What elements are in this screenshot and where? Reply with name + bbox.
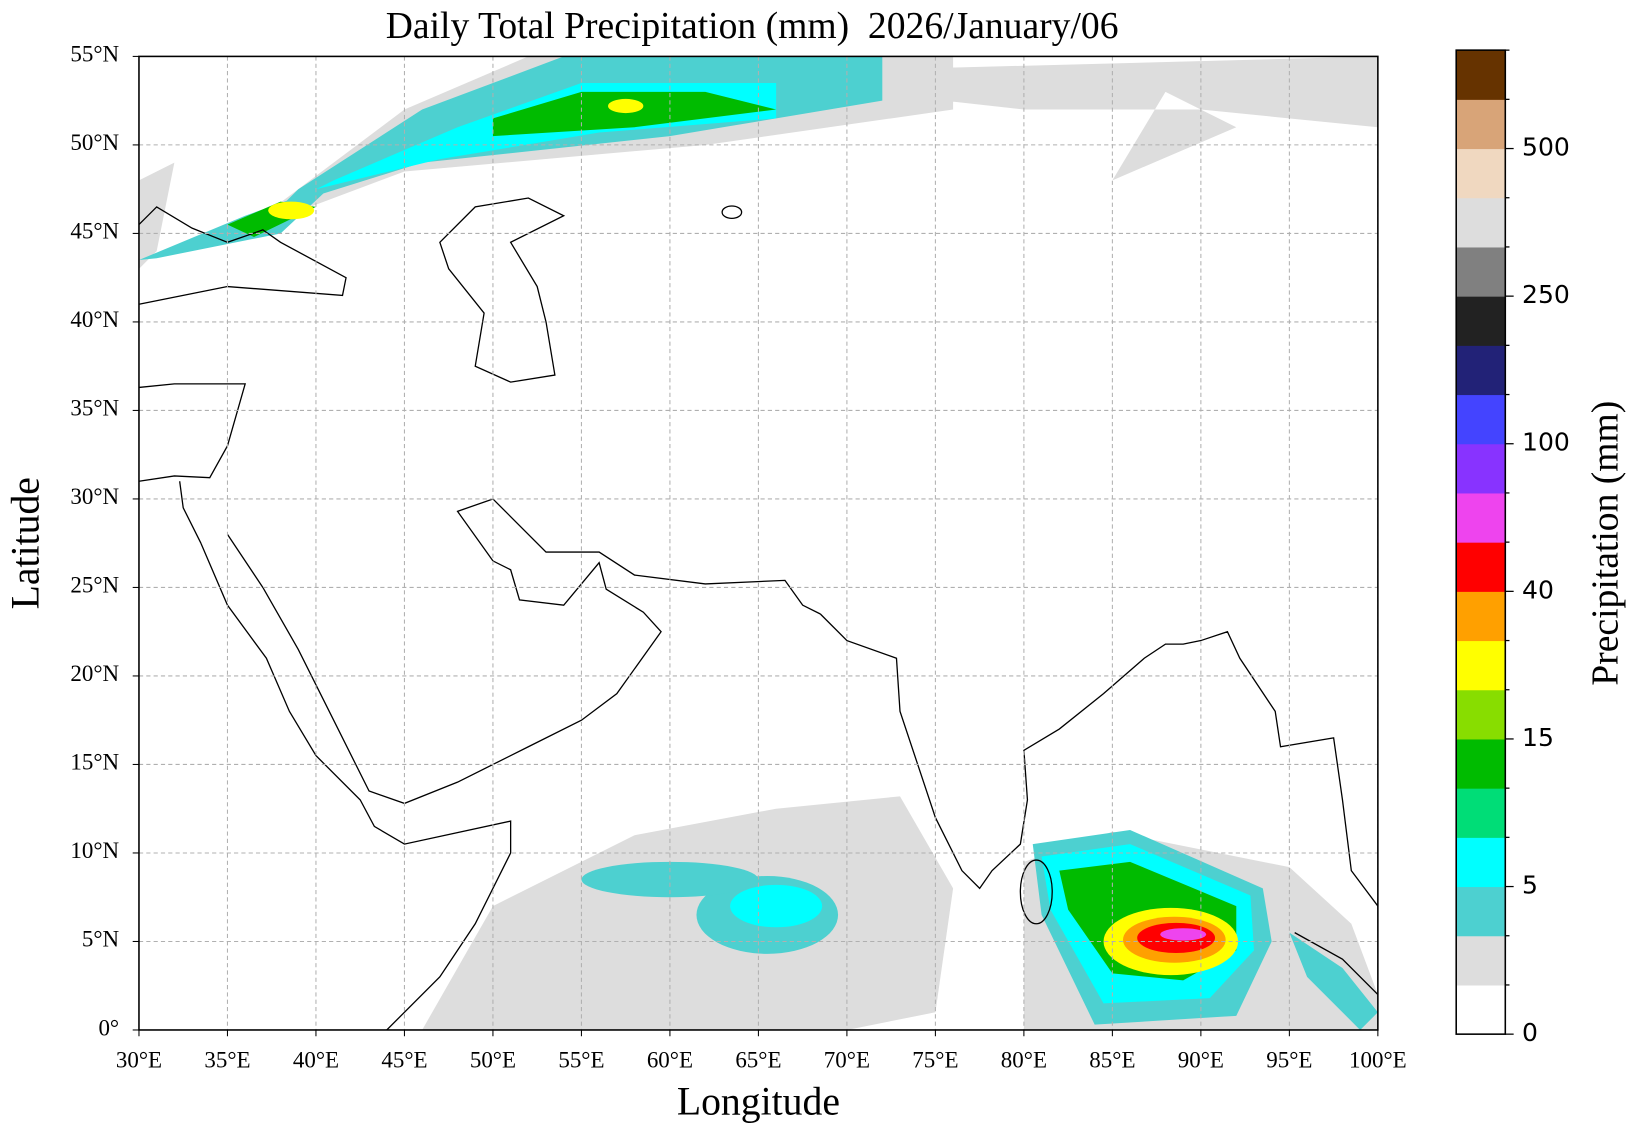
colorbar-swatch [1456,197,1506,248]
y-tick-label: 0° [98,1015,119,1040]
colorbar-swatch [1456,99,1506,150]
colorbar-tick-label: 250 [1522,280,1570,309]
colorbar-swatch [1456,345,1506,396]
x-tick-label: 90°E [1178,1048,1224,1073]
colorbar-tick-label: 0 [1522,1018,1538,1047]
colorbar-swatch [1456,148,1506,199]
y-tick-label: 5°N [82,927,120,952]
colorbar-swatch [1456,591,1506,642]
x-tick-label: 45°E [381,1048,427,1073]
colorbar-tick-label: 500 [1522,133,1570,162]
y-tick-label: 45°N [70,219,119,244]
coastline [440,198,564,382]
grid [138,56,1378,1030]
x-tick-label: 60°E [647,1048,693,1073]
x-tick-label: 30°E [116,1048,162,1073]
y-tick-label: 25°N [70,573,119,598]
coastline [1020,860,1052,924]
y-tick-label: 35°N [70,396,119,421]
colorbar-swatch [1456,443,1506,494]
y-tick-label: 10°N [70,838,119,863]
colorbar-swatch [1456,50,1506,100]
x-tick-label: 35°E [204,1048,250,1073]
colorbar: 0 5 15 40 100 250 500 [1455,49,1570,1047]
x-tick-label: 80°E [1001,1048,1047,1073]
coastline [139,384,511,1030]
colorbar-tick-label: 5 [1522,871,1538,900]
colorbar-swatch [1456,689,1506,740]
x-axis-label: Longitude [677,1079,840,1123]
lake [722,206,741,218]
colorbar-swatch [1456,984,1506,1035]
coastline [820,614,1378,906]
y-tick-label: 20°N [70,661,119,686]
colorbar-swatch [1456,788,1506,838]
x-tick-label: 50°E [470,1048,516,1073]
colorbar-swatch [1456,492,1506,543]
x-tick-label: 55°E [558,1048,604,1073]
precip-5 [138,56,1378,1030]
colorbar-swatch [1456,640,1506,691]
precip-25 [268,201,315,220]
x-tick-label: 75°E [912,1048,958,1073]
y-tick-label: 15°N [70,750,119,775]
precip-15 [227,91,1237,981]
precip-7 [730,884,823,928]
x-tick-label: 85°E [1089,1048,1135,1073]
colorbar-swatch [1456,394,1506,445]
colorbar-swatch [1456,738,1506,789]
colorbar-swatch [1456,935,1506,986]
x-tick-label: 65°E [735,1048,781,1073]
y-axis-label: Latitude [3,477,47,609]
colorbar-label: Precipitation (mm) [1584,401,1626,686]
y-tick-label: 30°N [70,484,119,509]
axes: 30°E 35°E 40°E 45°E 50°E 55°E 60°E 65°E 70°E 75°E… [70,42,1406,1073]
y-tick-label: 50°N [70,130,119,155]
chart-title: Daily Total Precipitation (mm) 2026/Janu… [386,5,1119,47]
colorbar-swatch [1456,886,1506,937]
x-tick-label: 40°E [293,1048,339,1073]
colorbar-swatch [1456,296,1506,346]
colorbar-tick-label: 15 [1522,723,1554,752]
colorbar-swatch [1456,246,1506,297]
x-tick-label: 70°E [824,1048,870,1073]
colorbar-tick-label: 100 [1522,428,1570,457]
colorbar-tick-label: 40 [1522,575,1554,604]
x-tick-label: 100°E [1349,1048,1407,1073]
colorbar-swatch [1456,837,1506,888]
colorbar-swatch [1456,542,1506,592]
precip-25 [607,98,644,114]
y-tick-label: 40°N [70,307,119,332]
precip-60 [1160,928,1207,941]
map-area [138,56,1378,1030]
coastline [139,207,346,304]
x-tick-label: 95°E [1266,1048,1312,1073]
map-layers [138,56,1378,1030]
y-tick-label: 55°N [70,42,119,67]
